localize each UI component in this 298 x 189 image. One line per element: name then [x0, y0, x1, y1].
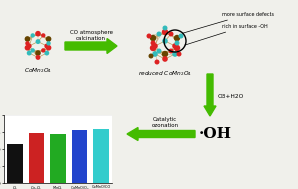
- Circle shape: [150, 45, 156, 51]
- FancyArrow shape: [65, 39, 117, 53]
- Circle shape: [35, 39, 41, 44]
- Circle shape: [25, 36, 30, 42]
- Bar: [72, 130, 87, 183]
- Circle shape: [44, 43, 49, 48]
- Circle shape: [35, 55, 41, 60]
- Circle shape: [35, 31, 41, 36]
- Circle shape: [46, 36, 51, 42]
- Bar: [93, 129, 109, 183]
- Circle shape: [156, 49, 162, 53]
- Circle shape: [154, 60, 159, 64]
- Bar: [7, 144, 23, 183]
- Circle shape: [162, 29, 168, 35]
- Circle shape: [172, 51, 178, 57]
- Circle shape: [162, 51, 168, 57]
- Text: CoMn$_2$O$_4$: CoMn$_2$O$_4$: [24, 66, 52, 75]
- Text: Catalytic
ozonation: Catalytic ozonation: [151, 117, 179, 128]
- Circle shape: [41, 48, 46, 53]
- Text: more surface defects: more surface defects: [183, 12, 274, 33]
- Text: O3+H2O: O3+H2O: [218, 94, 244, 98]
- FancyArrow shape: [127, 128, 195, 140]
- Text: CO atmosphere
calcination: CO atmosphere calcination: [69, 30, 113, 41]
- Text: reduced CoMn$_2$O$_4$: reduced CoMn$_2$O$_4$: [138, 69, 192, 78]
- Circle shape: [168, 32, 173, 36]
- Circle shape: [156, 32, 162, 36]
- Circle shape: [162, 56, 168, 62]
- Text: ·OH: ·OH: [198, 127, 232, 141]
- Circle shape: [168, 49, 173, 53]
- Circle shape: [30, 48, 35, 53]
- Circle shape: [25, 41, 30, 46]
- Circle shape: [152, 43, 158, 49]
- Circle shape: [162, 26, 167, 30]
- Circle shape: [25, 45, 30, 51]
- Circle shape: [148, 53, 153, 59]
- Circle shape: [179, 33, 184, 39]
- Circle shape: [174, 35, 180, 41]
- Circle shape: [152, 51, 158, 57]
- Circle shape: [175, 40, 179, 46]
- Circle shape: [41, 33, 46, 38]
- Text: rich in surface -OH: rich in surface -OH: [185, 23, 268, 45]
- Circle shape: [174, 45, 180, 51]
- Circle shape: [150, 40, 156, 46]
- Circle shape: [172, 43, 178, 49]
- Circle shape: [35, 50, 41, 56]
- Circle shape: [27, 51, 32, 56]
- Circle shape: [162, 38, 168, 44]
- Bar: [29, 133, 44, 183]
- Circle shape: [30, 33, 35, 38]
- Circle shape: [44, 51, 49, 56]
- FancyArrow shape: [204, 74, 216, 116]
- Circle shape: [27, 43, 32, 48]
- Circle shape: [176, 51, 181, 57]
- Circle shape: [147, 33, 151, 39]
- Circle shape: [46, 45, 51, 51]
- Bar: [50, 134, 66, 183]
- Circle shape: [46, 41, 51, 46]
- Circle shape: [150, 35, 156, 41]
